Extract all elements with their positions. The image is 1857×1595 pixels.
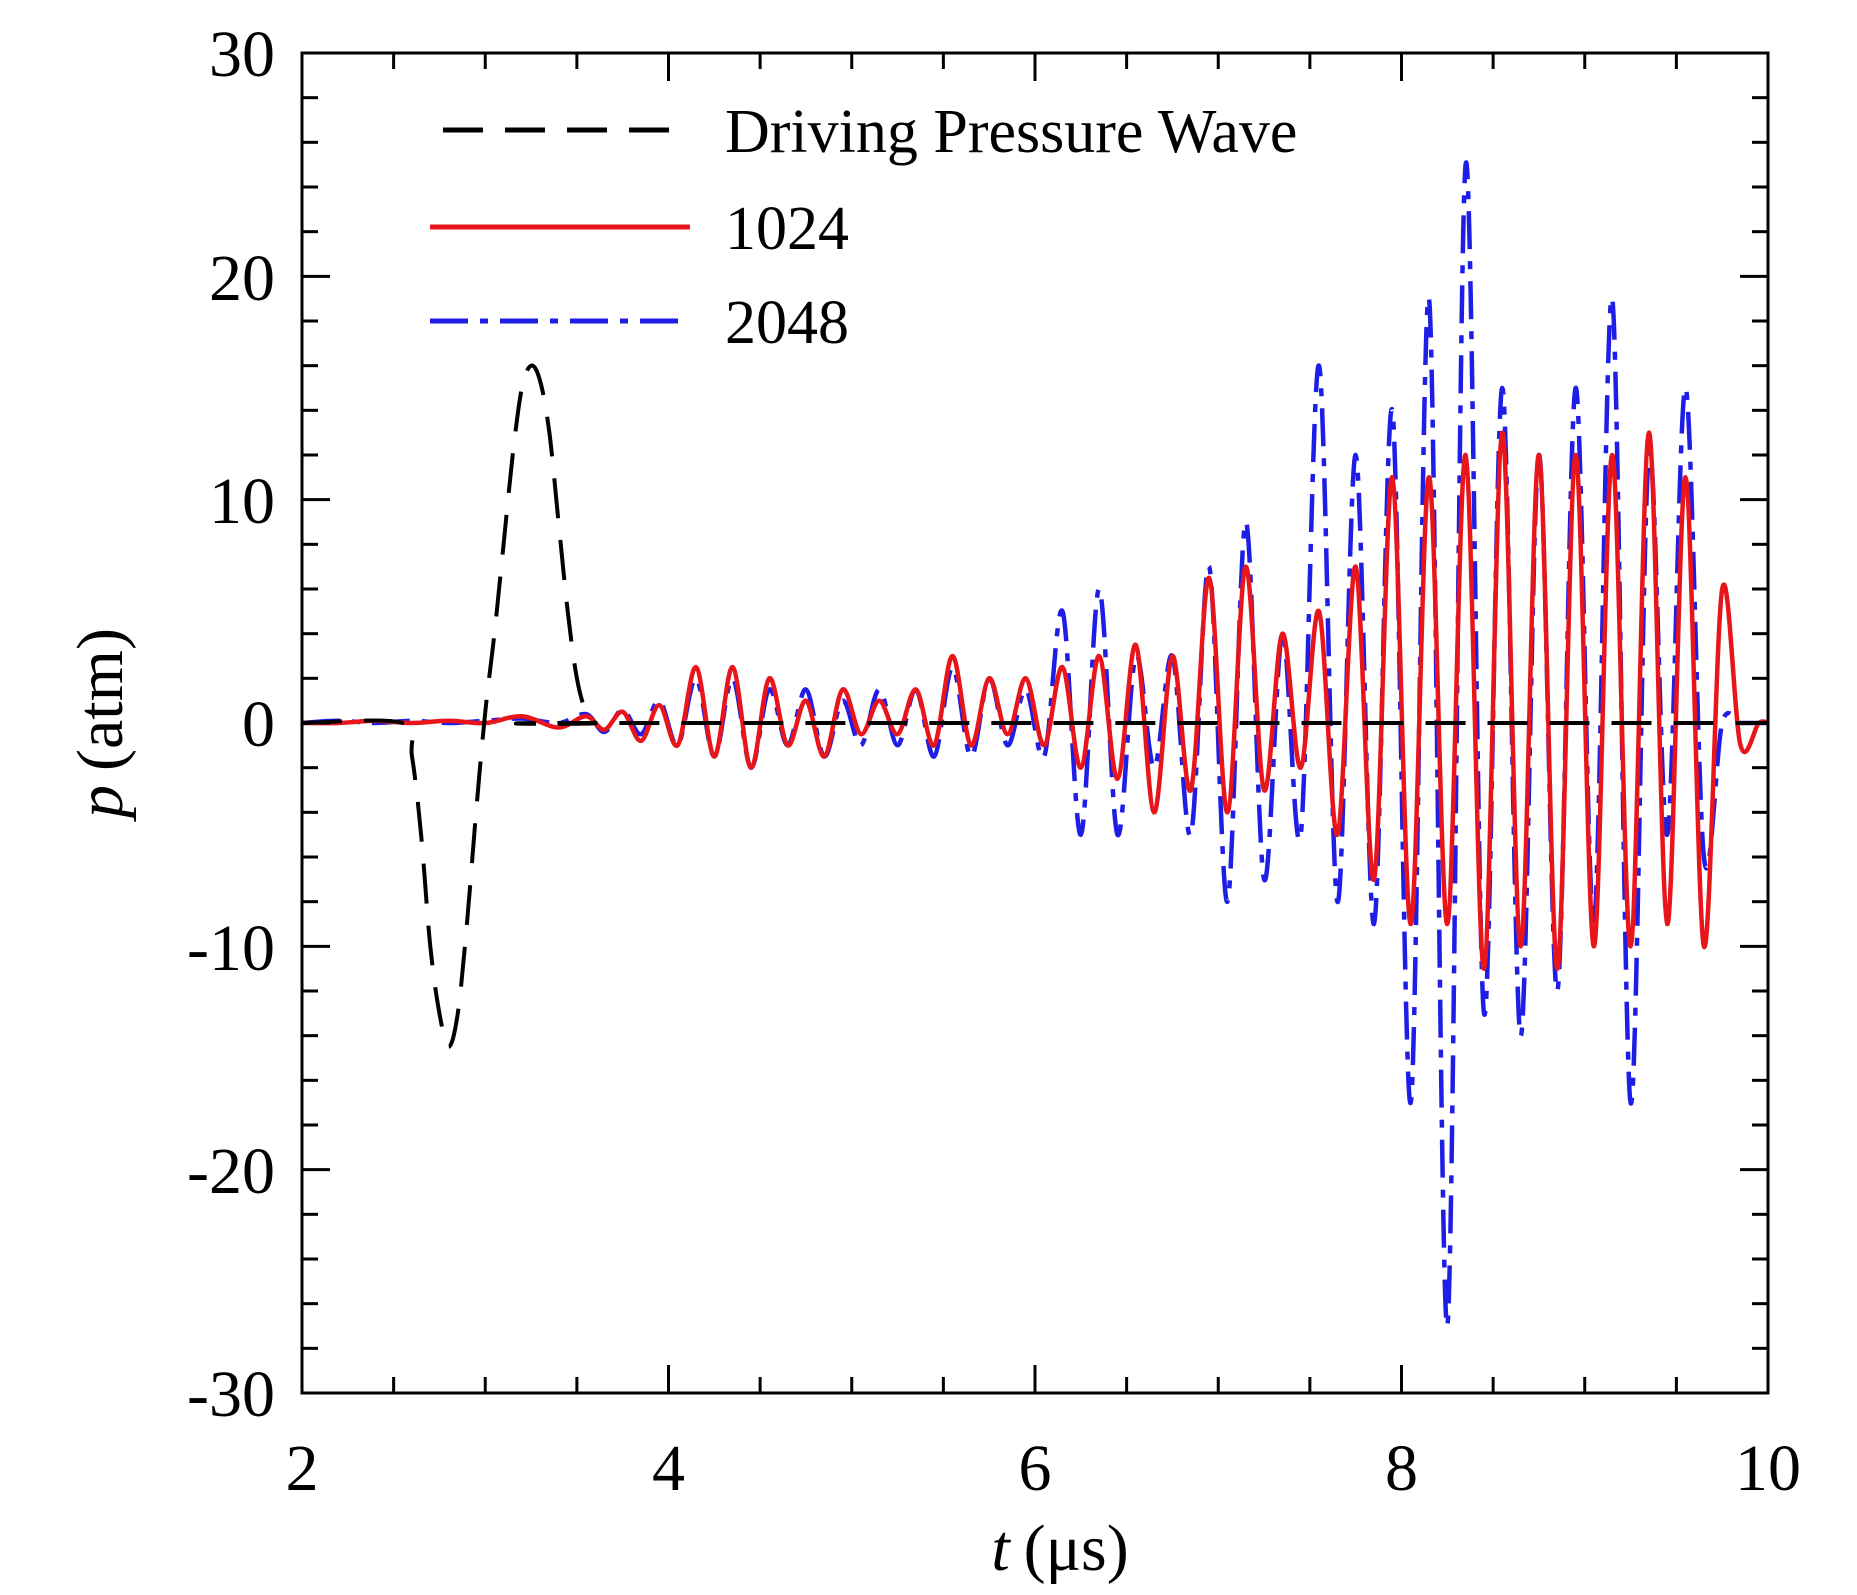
x-tick-label: 8 — [1385, 1432, 1418, 1505]
tick-layer — [300, 51, 1770, 1395]
x-tick-label: 4 — [652, 1432, 685, 1505]
x-tick-label: 6 — [1019, 1432, 1052, 1505]
x-axis-unit: (μs) — [1024, 1512, 1129, 1585]
plot-frame — [300, 51, 1770, 1395]
y-axis-unit: (atm) — [64, 628, 137, 771]
legend-label-driving: Driving Pressure Wave — [725, 98, 1297, 166]
y-tick-label: -10 — [187, 912, 275, 985]
y-axis-symbol: p — [64, 785, 137, 822]
x-tick-label: 2 — [286, 1432, 319, 1505]
y-tick-label: -30 — [187, 1358, 275, 1431]
x-axis-title: t (μs) — [991, 1512, 1128, 1585]
y-tick-label: 10 — [209, 465, 275, 538]
legend-label-2048: 2048 — [725, 289, 849, 357]
y-tick-label: 30 — [209, 18, 275, 91]
y-tick-labels: -30 -20 -10 0 10 20 30 — [187, 18, 275, 1431]
y-tick-label: -20 — [187, 1135, 275, 1208]
legend-label-1024: 1024 — [725, 195, 849, 263]
y-tick-label: 0 — [242, 688, 275, 761]
series-layer — [301, 160, 1769, 1329]
x-axis-symbol: t — [991, 1512, 1011, 1585]
series-line-2048 — [301, 160, 1768, 1329]
y-axis-title: p (atm) — [64, 628, 137, 822]
legend: Driving Pressure Wave 1024 2048 — [430, 98, 1297, 357]
series-line-1024 — [301, 430, 1769, 971]
x-tick-label: 10 — [1735, 1432, 1801, 1505]
y-tick-label: 20 — [209, 242, 275, 315]
x-tick-labels: 2 4 6 8 10 — [286, 1432, 1802, 1505]
